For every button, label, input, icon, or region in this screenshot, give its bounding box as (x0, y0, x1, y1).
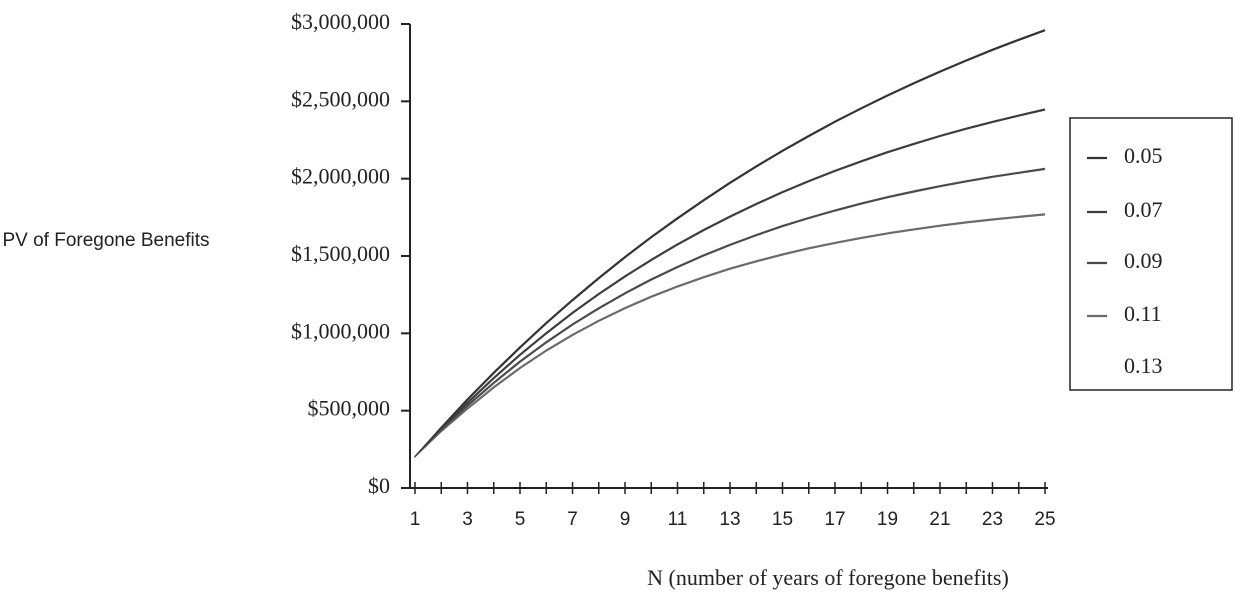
x-tick-label: 15 (772, 509, 793, 530)
legend-label: 0.05 (1124, 143, 1163, 168)
x-tick-label: 7 (567, 509, 578, 530)
line-series (414, 108, 1046, 459)
x-tick-label: 13 (719, 509, 740, 530)
y-tick-label: $2,500,000 (291, 86, 390, 111)
x-tick-label: 21 (929, 509, 950, 530)
legend-label: 0.07 (1124, 197, 1163, 222)
y-tick-label: $500,000 (308, 396, 391, 421)
x-tick-label: 11 (668, 509, 688, 530)
line-series (414, 167, 1046, 459)
x-tick-label: 23 (982, 509, 1003, 530)
x-tick-label: 1 (410, 509, 421, 530)
line-series (414, 213, 1046, 460)
line-series (414, 248, 1046, 460)
x-tick-label: 17 (824, 509, 845, 530)
x-tick-label: 25 (1034, 509, 1055, 530)
x-tick-label: 3 (462, 509, 473, 530)
x-tick-label: 5 (515, 509, 526, 530)
line-series (414, 29, 1046, 458)
legend-label: 0.11 (1124, 301, 1162, 326)
legend-label: 0.13 (1124, 353, 1163, 378)
y-tick-label: $0 (368, 473, 390, 498)
legend-label: 0.09 (1124, 248, 1163, 273)
y-tick-label: $1,500,000 (291, 241, 390, 266)
x-tick-label: 19 (877, 509, 898, 530)
x-tick-label: 9 (620, 509, 631, 530)
y-axis-label: PV of Foregone Benefits (2, 230, 210, 251)
y-tick-label: $3,000,000 (291, 9, 390, 34)
y-tick-label: $1,000,000 (291, 318, 390, 343)
x-axis-label: N (number of years of foregone benefits) (647, 565, 1009, 590)
y-tick-label: $2,000,000 (291, 164, 390, 189)
legend-box (1069, 117, 1233, 391)
